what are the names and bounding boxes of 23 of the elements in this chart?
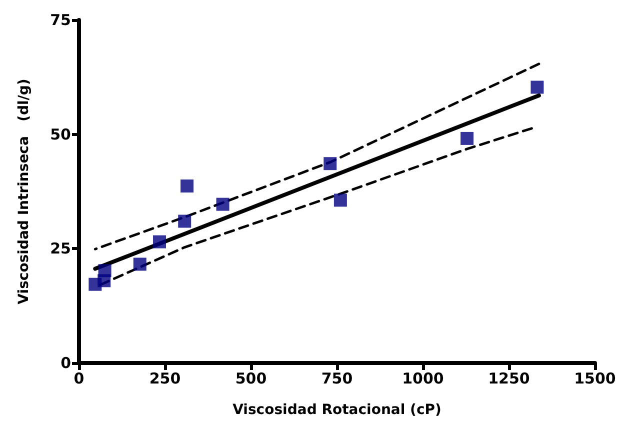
y-tick-label: 50	[50, 125, 71, 144]
x-tick-label: 1000	[402, 370, 444, 388]
point	[98, 264, 112, 278]
x-tick-label: 500	[235, 370, 267, 388]
point	[216, 198, 230, 211]
y-tick-label: 0	[60, 354, 71, 372]
point	[460, 132, 474, 145]
x-tick-label: 250	[149, 370, 181, 388]
point	[324, 157, 337, 170]
x-tick-label: 750	[321, 370, 353, 388]
y-tick-label: 75	[50, 11, 71, 29]
y-axis-title: Viscosidad Intrinseca (dl/g)	[16, 78, 32, 304]
point	[178, 214, 192, 228]
x-axis-title: Viscosidad Rotacional (cP)	[232, 402, 442, 418]
x-tick-label: 0	[74, 370, 84, 388]
point	[133, 258, 146, 271]
point	[152, 235, 166, 248]
x-tick-label: 1500	[574, 370, 616, 388]
x-tick-label: 1250	[488, 370, 530, 388]
point	[530, 80, 544, 94]
point	[180, 180, 194, 193]
point	[334, 194, 347, 207]
y-tick-label: 25	[50, 240, 71, 258]
